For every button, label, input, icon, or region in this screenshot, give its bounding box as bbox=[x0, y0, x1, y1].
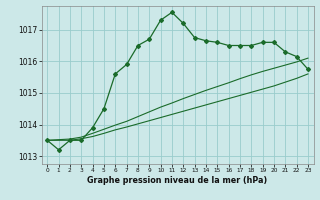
X-axis label: Graphe pression niveau de la mer (hPa): Graphe pression niveau de la mer (hPa) bbox=[87, 176, 268, 185]
